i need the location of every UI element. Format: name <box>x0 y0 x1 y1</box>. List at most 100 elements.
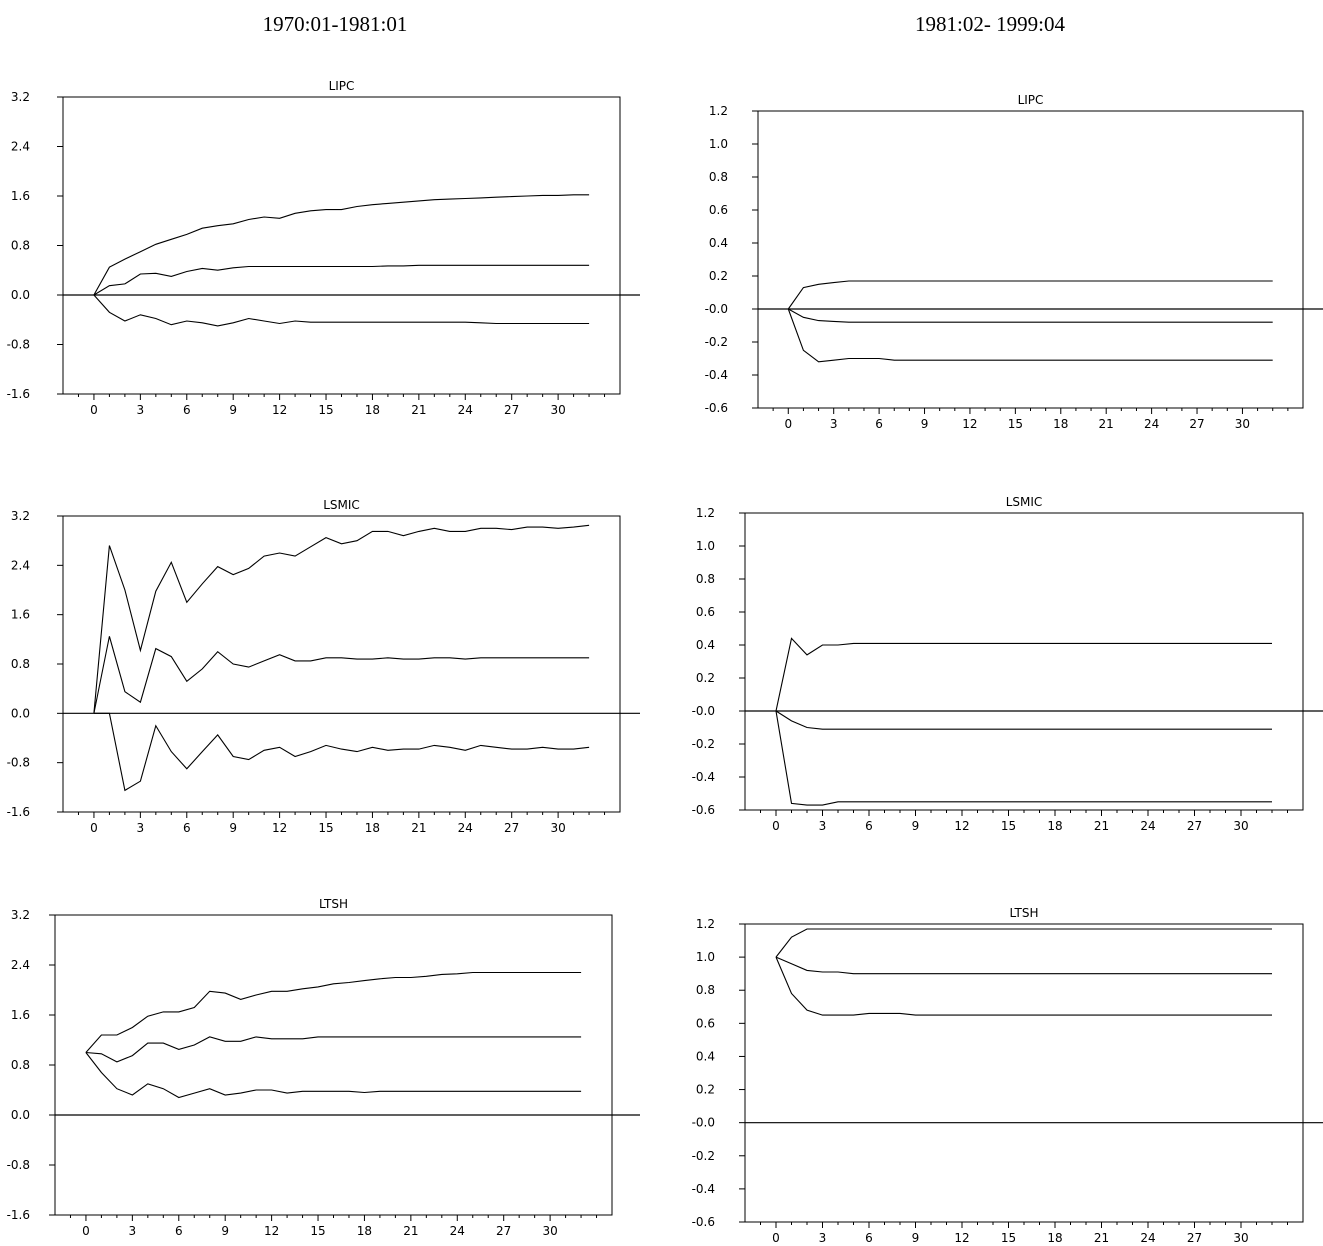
response-line <box>788 308 1273 323</box>
chart-title: LTSH <box>319 897 348 911</box>
x-tick-label: 12 <box>954 819 969 833</box>
y-tick-label: 0.4 <box>696 1049 715 1063</box>
x-tick-label: 21 <box>411 403 426 417</box>
x-tick-label: 15 <box>1008 417 1023 431</box>
x-tick-label: 3 <box>830 417 838 431</box>
chart-svg: LIPC 1.2 1.0 0.8 0.6 0.4 0.2 -0.0 -0.2 -0.4 -0.6 0 3… <box>705 93 1323 431</box>
x-tick-label: 24 <box>450 1224 465 1238</box>
plot-frame <box>744 512 1304 811</box>
upper-band-line <box>93 194 590 296</box>
x-tick-label: 9 <box>921 417 929 431</box>
y-tick-label: 0.8 <box>11 1058 30 1072</box>
y-tick-label: -0.6 <box>692 1215 715 1229</box>
x-tick-label: 30 <box>542 1224 557 1238</box>
period-label-left: 1970:01-1981:01 <box>262 12 408 36</box>
chart-title: LSMIC <box>323 498 360 512</box>
y-tick-label: 3.2 <box>11 90 30 104</box>
x-tick-label: 15 <box>318 403 333 417</box>
chart-panel-ltsh-late: LTSH 1.2 1.0 0.8 0.6 0.4 0.2 -0.0 -0.2 -0.4 -0.6 0 3… <box>660 900 1323 1246</box>
y-tick-label: 0.2 <box>709 269 728 283</box>
upper-band-line <box>775 637 1272 712</box>
x-tick-label: 6 <box>183 403 191 417</box>
x-tick-label: 24 <box>458 821 473 835</box>
x-tick-label: 6 <box>875 417 883 431</box>
x-tick-label: 24 <box>1140 819 1155 833</box>
x-tick-label: 12 <box>962 417 977 431</box>
x-tick-label: 3 <box>137 821 145 835</box>
x-tick-label: 3 <box>129 1224 137 1238</box>
y-tick-label: 1.6 <box>11 189 30 203</box>
lower-band-line <box>93 294 590 327</box>
y-tick-label: 1.2 <box>709 104 728 118</box>
y-tick-label: 3.2 <box>11 509 30 523</box>
x-tick-label: 18 <box>365 403 380 417</box>
y-tick-label: 0.6 <box>709 203 728 217</box>
y-tick-label: 0.8 <box>11 657 30 671</box>
x-tick-label: 18 <box>365 821 380 835</box>
x-tick-label: 27 <box>1189 417 1204 431</box>
y-tick-label: -0.6 <box>692 803 715 817</box>
x-tick-label: 15 <box>1001 819 1016 833</box>
y-tick-label: -1.6 <box>7 387 30 401</box>
y-tick-label: 1.2 <box>696 917 715 931</box>
x-tick-label: 30 <box>550 821 565 835</box>
y-tick-label: -0.2 <box>705 335 728 349</box>
x-tick-label: 0 <box>82 1224 90 1238</box>
x-tick-label: 6 <box>175 1224 183 1238</box>
plot-frame <box>62 96 621 395</box>
x-tick-label: 9 <box>229 403 237 417</box>
chart-svg: LSMIC 3.2 2.4 1.6 0.8 0.0 -0.8 -1.6 0 3 6 9 12 15 18 21… <box>7 498 640 835</box>
lower-band-line <box>775 956 1272 1016</box>
x-tick-label: 18 <box>1047 1231 1062 1245</box>
x-tick-label: 3 <box>137 403 145 417</box>
x-tick-label: 24 <box>1140 1231 1155 1245</box>
y-tick-label: 3.2 <box>11 908 30 922</box>
y-tick-label: -0.0 <box>692 704 715 718</box>
y-tick-label: 1.2 <box>696 506 715 520</box>
plot-frame <box>62 515 621 813</box>
x-tick-label: 21 <box>1094 1231 1109 1245</box>
x-tick-label: 15 <box>318 821 333 835</box>
plot-frame <box>757 110 1304 409</box>
x-tick-label: 12 <box>272 821 287 835</box>
x-tick-label: 24 <box>458 403 473 417</box>
y-tick-label: -1.6 <box>7 805 30 819</box>
y-tick-label: 1.6 <box>11 608 30 622</box>
y-tick-label: 0.6 <box>696 605 715 619</box>
x-tick-label: 9 <box>912 1231 920 1245</box>
x-tick-label: 15 <box>310 1224 325 1238</box>
chart-svg: LIPC 3.2 2.4 1.6 0.8 0.0 -0.8 -1.6 0 3 6 9 12 15 18 21 2… <box>7 79 640 417</box>
chart-panel-lipc-early: LIPC 3.2 2.4 1.6 0.8 0.0 -0.8 -1.6 0 3 6 9 12 15 18 21 2… <box>0 70 640 420</box>
y-tick-label: -1.6 <box>7 1208 30 1222</box>
response-line <box>93 636 590 714</box>
y-tick-label: 2.4 <box>11 958 30 972</box>
chart-title: LIPC <box>329 79 355 93</box>
y-tick-label: 2.4 <box>11 558 30 572</box>
x-tick-label: 0 <box>772 819 780 833</box>
y-tick-label: 1.0 <box>696 539 715 553</box>
x-tick-label: 21 <box>1099 417 1114 431</box>
response-line <box>93 264 590 296</box>
x-tick-label: 0 <box>90 821 98 835</box>
lower-band-line <box>93 712 590 792</box>
chart-panel-lipc-late: LIPC 1.2 1.0 0.8 0.6 0.4 0.2 -0.0 -0.2 -0.4 -0.6 0 3… <box>660 80 1323 435</box>
x-tick-label: 0 <box>784 417 792 431</box>
y-tick-label: 0.0 <box>11 288 30 302</box>
x-tick-label: 30 <box>1235 417 1250 431</box>
x-tick-label: 30 <box>550 403 565 417</box>
x-tick-label: 18 <box>1047 819 1062 833</box>
y-tick-label: 0.8 <box>696 983 715 997</box>
chart-title: LTSH <box>1009 906 1038 920</box>
y-tick-label: 0.0 <box>11 706 30 720</box>
lower-band-line <box>85 1052 582 1099</box>
x-tick-label: 0 <box>772 1231 780 1245</box>
chart-svg: LSMIC 1.2 1.0 0.8 0.6 0.4 0.2 -0.0 -0.2 -0.4 -0.6 0… <box>692 495 1323 833</box>
x-tick-label: 6 <box>865 1231 873 1245</box>
x-tick-label: 27 <box>1187 1231 1202 1245</box>
chart-panel-lsmic-early: LSMIC 3.2 2.4 1.6 0.8 0.0 -0.8 -1.6 0 3 6 9 12 15 18 21… <box>0 488 640 838</box>
upper-band-line <box>775 928 1272 958</box>
x-tick-label: 27 <box>504 821 519 835</box>
plot-frame <box>54 914 613 1216</box>
x-tick-label: 30 <box>1233 819 1248 833</box>
x-tick-label: 6 <box>183 821 191 835</box>
